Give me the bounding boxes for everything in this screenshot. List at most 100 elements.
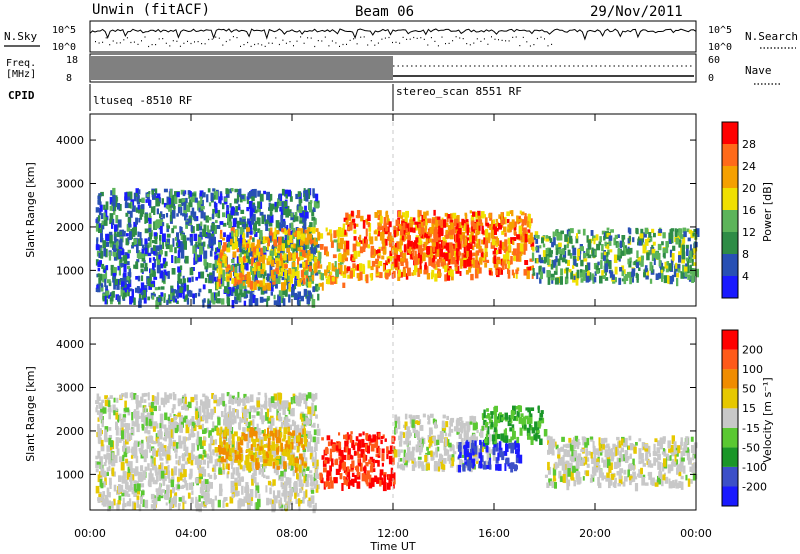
power-cell	[136, 259, 140, 263]
power-cell	[283, 206, 287, 215]
power-cell	[628, 261, 632, 268]
power-cell	[98, 223, 102, 228]
power-cell	[658, 229, 663, 234]
power-cell	[483, 237, 487, 244]
power-cell	[550, 250, 553, 254]
power-cell	[444, 212, 449, 217]
velocity-cell	[147, 430, 151, 435]
power-cell	[570, 270, 574, 280]
velocity-cell	[188, 473, 192, 480]
power-cell	[424, 262, 427, 270]
power-cell	[442, 258, 445, 264]
velocity-cell	[175, 453, 178, 459]
power-cell	[236, 207, 241, 211]
velocity-cell	[203, 459, 206, 465]
power-cell	[378, 261, 383, 267]
power-cell	[333, 239, 338, 243]
power-cell	[658, 272, 661, 279]
velocity-cell	[170, 498, 173, 507]
velocity-cell	[290, 442, 294, 450]
power-cell	[493, 255, 497, 264]
power-cell	[536, 235, 540, 239]
power-cell	[586, 271, 590, 276]
power-cell	[688, 229, 692, 234]
velocity-cell	[218, 467, 222, 472]
nsearch-point	[243, 44, 245, 46]
power-cell	[475, 219, 478, 223]
power-cell	[450, 213, 453, 221]
nsearch-point	[349, 39, 351, 41]
velocity-cell	[268, 417, 272, 422]
power-cell	[567, 241, 570, 247]
velocity-cell	[201, 423, 204, 431]
freq-label-line1: Freq.	[6, 58, 36, 69]
velocity-cell	[202, 393, 206, 398]
velocity-cell	[230, 486, 233, 493]
power-cell	[178, 198, 182, 204]
power-cell	[406, 223, 409, 232]
power-cell	[389, 250, 393, 259]
power-cell	[527, 214, 531, 223]
velocity-cell	[198, 425, 202, 430]
power-cell	[472, 211, 476, 217]
power-cell	[567, 249, 571, 256]
power-cell	[209, 250, 213, 257]
velocity-cell	[148, 444, 152, 453]
power-cell	[221, 261, 225, 268]
velocity-cell	[192, 433, 196, 437]
velocity-cell	[190, 396, 195, 403]
power-cell	[100, 285, 104, 292]
power-cell	[166, 196, 171, 205]
power-cell	[420, 227, 425, 235]
power-cell	[275, 230, 280, 235]
power-cell	[248, 259, 253, 265]
power-cell	[203, 212, 206, 221]
power-cell	[379, 215, 383, 224]
velocity-cell	[299, 413, 303, 420]
power-cell	[526, 270, 530, 280]
power-cell	[113, 281, 116, 290]
power-cell	[400, 261, 404, 266]
nsearch-point	[155, 44, 157, 46]
velocity-cell	[225, 463, 229, 470]
power-cell	[356, 264, 361, 271]
power-cell	[305, 260, 308, 269]
power-cell	[538, 266, 542, 275]
power-cell	[278, 200, 283, 207]
velocity-heatmap	[95, 318, 698, 514]
power-y-tick-label: 1000	[56, 264, 84, 277]
velocity-cell	[181, 495, 185, 504]
velocity-cell	[314, 452, 317, 460]
power-cell	[485, 251, 488, 258]
power-cell	[277, 198, 280, 204]
power-cell	[284, 269, 287, 279]
nsearch-point	[194, 41, 195, 43]
power-cell	[444, 265, 448, 273]
power-cell	[198, 236, 202, 243]
power-cell	[324, 269, 328, 276]
power-cell	[201, 206, 205, 210]
nsearch-point	[526, 41, 528, 43]
power-cell	[222, 245, 226, 252]
power-cell	[437, 237, 442, 241]
velocity-cell	[142, 499, 145, 508]
velocity-cell	[126, 426, 130, 434]
velocity-cell	[183, 403, 187, 410]
power-cell	[179, 227, 183, 231]
velocity-cell	[130, 448, 135, 453]
velocity-cell	[126, 433, 130, 442]
power-cell	[468, 250, 472, 259]
power-cell	[159, 219, 164, 227]
power-cell	[504, 263, 507, 270]
velocity-cell	[313, 429, 317, 436]
nsearch-point	[441, 36, 443, 38]
power-cell	[113, 209, 116, 215]
power-cell	[317, 293, 320, 301]
nsearch-point	[324, 36, 326, 38]
power-cell	[202, 284, 206, 290]
velocity-cell	[170, 479, 175, 488]
power-cell	[675, 262, 678, 269]
power-cell	[178, 288, 181, 297]
velocity-cell	[276, 398, 280, 407]
velocity-cell	[112, 404, 116, 413]
